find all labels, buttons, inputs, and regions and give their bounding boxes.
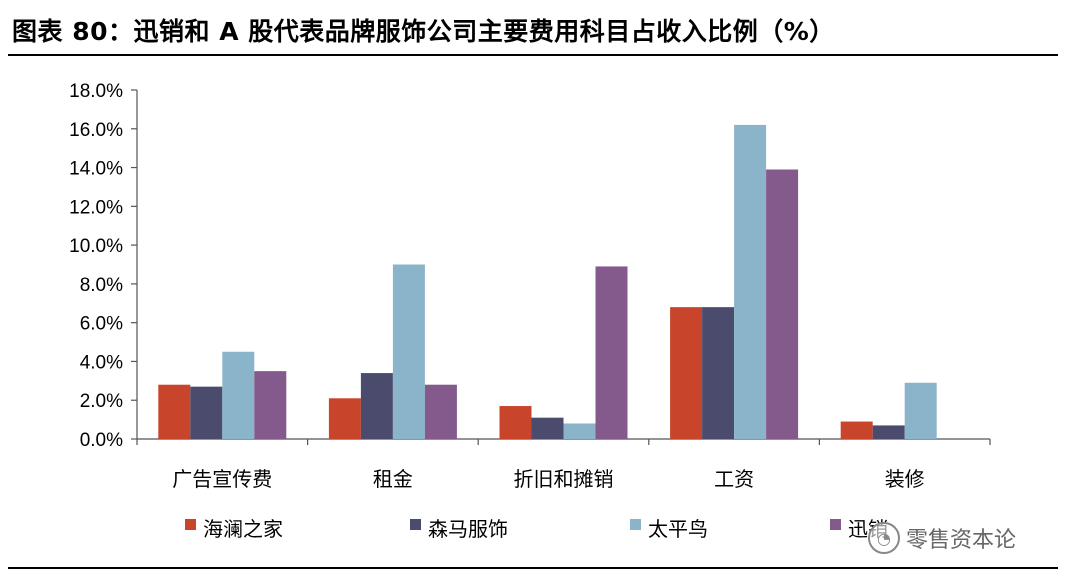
bar [328,398,361,439]
y-tick-label: 18.0% [69,81,123,102]
legend-swatch [185,519,196,530]
bar [563,423,596,439]
y-tick-label: 14.0% [69,159,123,180]
legend-label: 森马服饰 [428,517,508,541]
bar [190,386,223,439]
bar [222,351,255,439]
bar [840,421,873,439]
y-tick-label: 4.0% [80,352,123,373]
y-tick-label: 8.0% [80,275,123,296]
bottom-rule [8,567,1058,569]
legend-swatch [830,519,841,530]
legend-label: 太平鸟 [648,517,708,541]
x-category-labels: 广告宣传费 租金 折旧和摊销 工资 装修 [172,467,924,491]
legend-label: 海澜之家 [203,517,283,541]
chart-title: 图表 80：迅销和 A 股代表品牌服饰公司主要费用科目占收入比例（%） [12,17,835,46]
bars [158,124,937,440]
watermark-text: 零售资本论 [906,528,1017,553]
legend-swatch [410,519,421,530]
y-tick-label: 10.0% [69,236,123,257]
bar [766,169,799,439]
bar [872,425,905,439]
y-tick-label: 0.0% [80,430,123,451]
x-category-label: 租金 [373,467,413,491]
bar [254,371,287,439]
title-rule [8,54,1058,56]
bar [499,406,532,439]
wechat-icon: ◔ [868,522,900,554]
x-category-label: 折旧和摊销 [514,467,614,491]
bar [595,266,628,439]
y-tick-label: 16.0% [69,120,123,141]
legend: 海澜之家 森马服饰 太平鸟 迅销 [185,517,888,541]
y-tick-labels: 0.0% 2.0% 4.0% 6.0% 8.0% 10.0% 12.0% 14.0% 16.0%… [69,81,123,451]
watermark: ◔ 零售资本论 [868,522,1016,554]
legend-swatch [630,519,641,530]
y-tick-label: 12.0% [69,197,123,218]
bar [531,417,564,439]
bar [158,384,191,439]
bar [360,373,393,439]
bar [392,264,425,439]
x-category-label: 工资 [714,467,754,491]
y-tick-label: 6.0% [80,314,123,335]
bar [734,124,767,440]
x-category-label: 广告宣传费 [172,467,272,491]
x-category-label: 装修 [885,467,925,491]
bar [670,307,703,439]
bar [702,307,735,439]
bar [904,382,937,439]
bar [424,384,457,439]
y-tick-label: 2.0% [80,391,123,412]
